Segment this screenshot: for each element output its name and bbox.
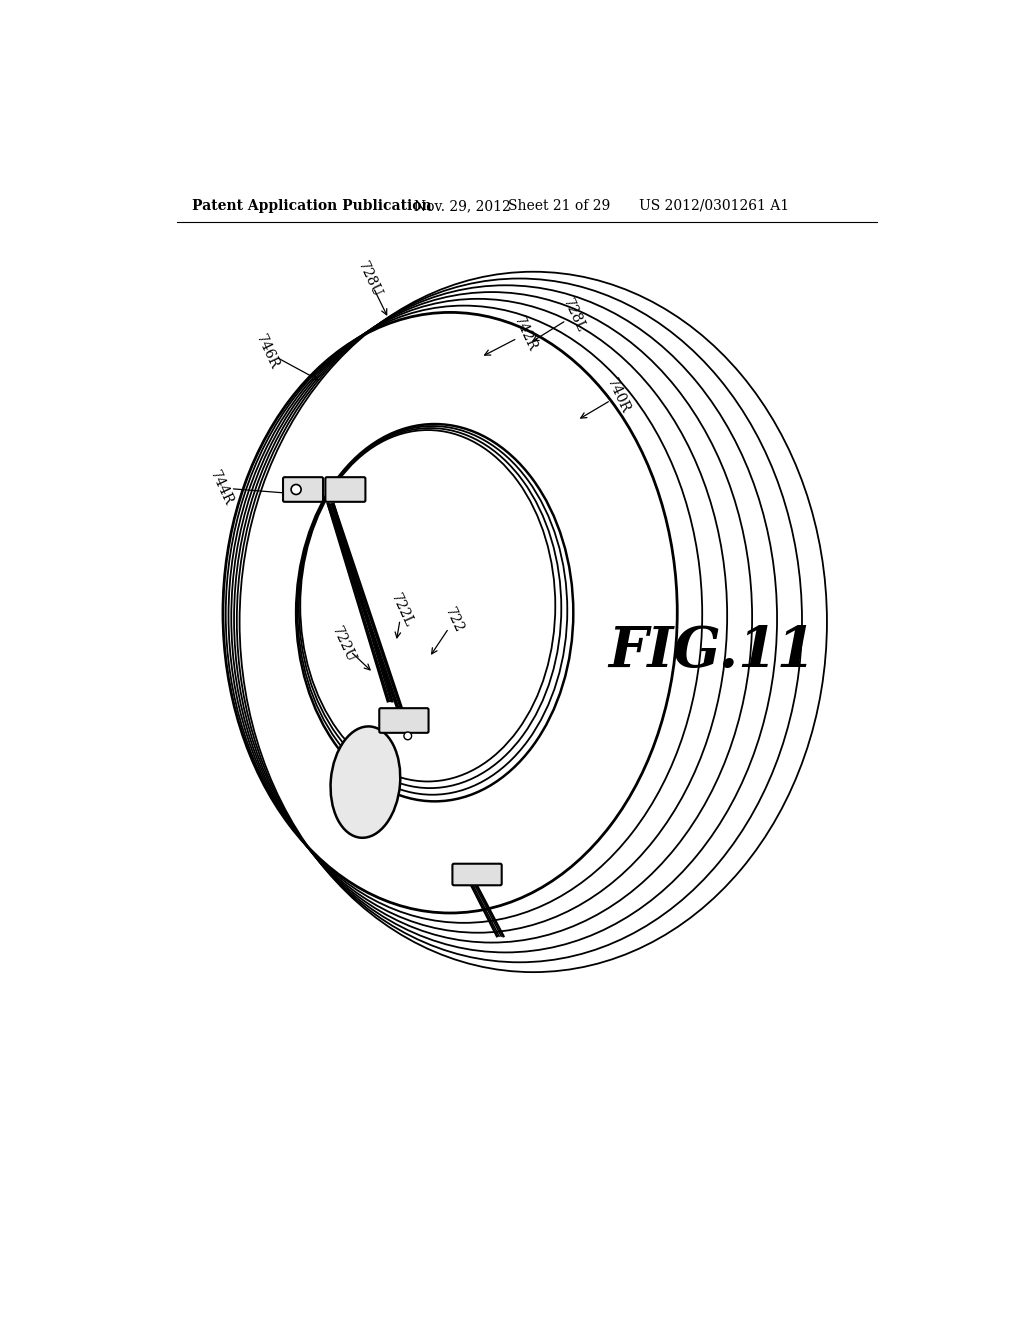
Text: FIG.11: FIG.11 xyxy=(608,624,815,678)
Ellipse shape xyxy=(331,726,400,838)
Text: 728L: 728L xyxy=(560,297,588,334)
FancyBboxPatch shape xyxy=(326,478,366,502)
Text: Patent Application Publication: Patent Application Publication xyxy=(193,199,432,213)
Circle shape xyxy=(403,733,412,739)
Text: 746R: 746R xyxy=(254,333,282,372)
Text: Sheet 21 of 29: Sheet 21 of 29 xyxy=(508,199,610,213)
Text: 722U: 722U xyxy=(330,624,358,665)
Text: US 2012/0301261 A1: US 2012/0301261 A1 xyxy=(639,199,788,213)
Text: 744R: 744R xyxy=(207,469,236,508)
Text: 722L: 722L xyxy=(388,591,416,630)
FancyBboxPatch shape xyxy=(453,863,502,886)
FancyBboxPatch shape xyxy=(283,478,323,502)
Text: 742R: 742R xyxy=(511,314,540,354)
Text: 722: 722 xyxy=(442,606,466,635)
FancyBboxPatch shape xyxy=(379,708,429,733)
Circle shape xyxy=(291,484,301,495)
Text: 740R: 740R xyxy=(604,376,633,416)
Text: 728U: 728U xyxy=(355,259,384,300)
Text: Nov. 29, 2012: Nov. 29, 2012 xyxy=(414,199,511,213)
